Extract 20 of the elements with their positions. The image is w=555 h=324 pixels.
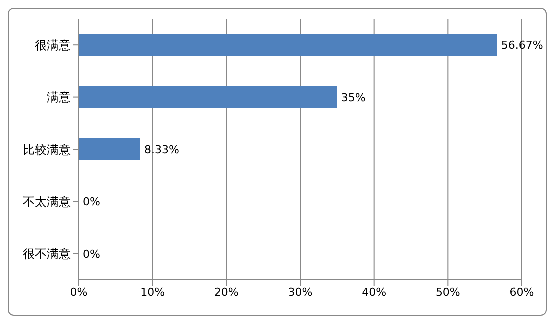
y-tick-label: 不太满意	[23, 194, 71, 209]
bar	[79, 34, 498, 56]
y-tick-label: 很不满意	[23, 247, 71, 262]
bar	[79, 86, 338, 108]
x-tick-label: 50%	[436, 286, 460, 299]
x-tick-label: 40%	[362, 286, 387, 299]
x-tick-label: 10%	[140, 286, 166, 299]
x-tick-label: 60%	[510, 286, 534, 299]
data-label: 35%	[341, 91, 366, 104]
y-tick-label: 满意	[47, 90, 71, 105]
x-tick-label: 30%	[288, 286, 313, 299]
x-tick-label: 0%	[70, 286, 88, 299]
y-tick-label: 比较满意	[23, 142, 71, 157]
y-tick-label: 很满意	[35, 38, 71, 52]
data-label: 8.33%	[144, 144, 180, 156]
x-tick-label: 20%	[214, 286, 239, 299]
data-label: 0%	[83, 196, 100, 209]
bar	[79, 138, 141, 160]
data-label: 0%	[83, 248, 100, 261]
data-label: 56.67%	[501, 39, 544, 52]
